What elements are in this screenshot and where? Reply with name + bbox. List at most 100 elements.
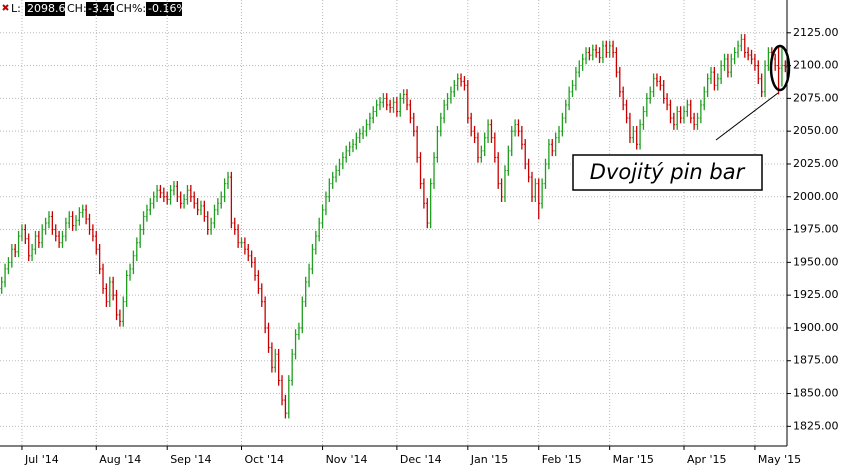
ohlc-bar [699, 99, 703, 124]
ohlc-bar [780, 47, 784, 87]
ohlc-bar [547, 139, 551, 170]
ohlc-bar [672, 112, 676, 130]
ohlc-bar [750, 49, 753, 65]
x-tick-label: May '15 [758, 453, 801, 466]
ohlc-bar [537, 178, 541, 220]
ohlc-bar [165, 191, 169, 205]
ohlc-bar [253, 257, 257, 281]
ohlc-bar [591, 44, 595, 61]
ohlc-bar [351, 139, 355, 153]
ohlc-bar [206, 211, 210, 235]
ohlc-bar [422, 178, 426, 209]
ohlc-bar [398, 93, 402, 117]
ohlc-bar [503, 165, 507, 203]
ohlc-bar [449, 86, 453, 104]
ohlc-bar [517, 119, 520, 137]
ohlc-bar [355, 132, 358, 150]
ohlc-bar [378, 97, 382, 111]
x-tick-label: Mar '15 [613, 453, 654, 466]
ohlc-bar [777, 45, 780, 95]
ohlc-bar [716, 73, 720, 91]
close-icon[interactable] [2, 4, 9, 11]
ohlc-bar [621, 86, 625, 111]
y-tick-label: 1975.00 [793, 223, 839, 236]
highlight-ellipse [769, 44, 791, 92]
ohlc-bar [669, 99, 672, 124]
ohlc-bar [192, 191, 196, 209]
ohlc-bar [219, 191, 223, 209]
ohlc-bar [61, 230, 64, 248]
ohlc-bar [213, 204, 216, 229]
ohlc-bar [10, 243, 14, 268]
ohlc-bar [696, 112, 699, 130]
ohlc-bar [686, 99, 689, 117]
ohlc-bar [773, 53, 777, 71]
ohlc-bar [405, 89, 409, 111]
x-tick-label: Dec '14 [400, 453, 442, 466]
ohlc-bar [338, 158, 341, 176]
ohlc-bar [692, 112, 696, 130]
ohlc-bar [277, 348, 280, 386]
ohlc-bar [753, 53, 757, 71]
ohlc-bar [40, 224, 44, 248]
ohlc-bar [290, 348, 294, 386]
ohlc-bar [270, 342, 274, 373]
ohlc-bar [736, 40, 740, 58]
ohlc-bar [179, 191, 182, 209]
ohlc-bar [743, 34, 747, 58]
ohlc-bar [746, 47, 750, 61]
ohlc-bar [473, 125, 476, 143]
ohlc-bar [442, 99, 446, 124]
ohlc-bar [3, 263, 7, 288]
ohlc-bar [645, 93, 649, 117]
ohlc-bar [135, 237, 139, 262]
ohlc-bar [500, 178, 503, 203]
ohlc-bar [209, 217, 213, 235]
ohlc-bar [456, 73, 459, 91]
annotation: Dvojitý pin bar [590, 160, 746, 184]
ohlc-bar [132, 250, 135, 275]
ohlc-bar [415, 125, 419, 163]
ohlc-bar [122, 296, 125, 327]
x-tick-label: Sep '14 [170, 453, 211, 466]
ohlc-bar [20, 224, 24, 242]
ohlc-bar [44, 217, 47, 235]
ohlc-bar [226, 171, 230, 189]
ohlc-bar [294, 329, 297, 360]
ohlc-bar [91, 224, 95, 242]
ohlc-bar [223, 178, 226, 203]
ohlc-bar [395, 97, 399, 117]
ohlc-bar [368, 112, 372, 130]
ohlc-bar [402, 89, 405, 104]
ohlc-bar [392, 97, 395, 113]
ohlc-bar [304, 276, 307, 307]
ohlc-bar [496, 152, 500, 189]
ohlc-bar [544, 158, 547, 189]
ohlc-bar [757, 60, 760, 84]
ohlc-bar [480, 145, 483, 163]
y-tick-label: 1850.00 [793, 387, 839, 400]
ohlc-bar [64, 217, 68, 242]
change-pct-label: CH%: [116, 2, 146, 15]
ohlc-bar [361, 125, 365, 140]
ohlc-bar [159, 184, 162, 199]
ohlc-bar [311, 243, 314, 275]
ohlc-bar [27, 233, 30, 262]
x-tick-label: Nov '14 [326, 453, 368, 466]
ohlc-bar [625, 99, 628, 124]
ohlc-bar [453, 80, 456, 98]
last-value: 2098.69 [27, 2, 73, 15]
ohlc-bar [432, 152, 436, 189]
ohlc-bar [665, 93, 669, 111]
ohlc-bar [584, 47, 588, 65]
ohlc-bar [176, 181, 179, 203]
ohlc-bar [385, 93, 389, 111]
ohlc-bar [257, 270, 260, 294]
ohlc-bar [564, 99, 568, 124]
ohlc-bar [94, 230, 98, 255]
last-label: L: [11, 2, 21, 15]
ohlc-bar [439, 112, 443, 137]
ohlc-bar [709, 66, 713, 84]
ohlc-bar [652, 73, 655, 98]
ohlc-bar [507, 145, 510, 176]
